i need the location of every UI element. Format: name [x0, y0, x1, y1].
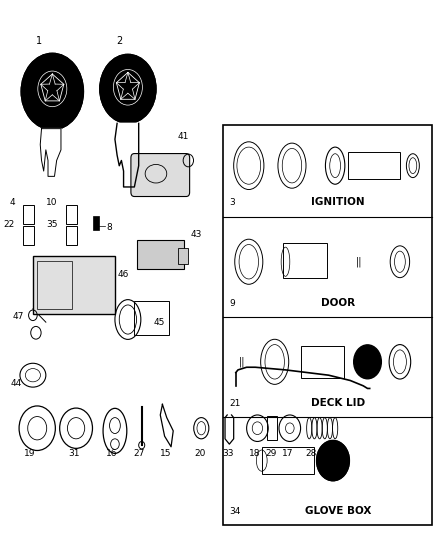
Text: 2: 2: [116, 36, 122, 46]
Text: 21: 21: [230, 399, 241, 408]
Text: 33: 33: [223, 449, 234, 458]
Text: 31: 31: [68, 449, 80, 458]
Bar: [66, 226, 78, 245]
Text: GLOVE BOX: GLOVE BOX: [305, 506, 371, 516]
Text: 41: 41: [177, 132, 189, 141]
Text: 19: 19: [24, 449, 35, 458]
Text: DECK LID: DECK LID: [311, 398, 365, 408]
Bar: [37, 261, 72, 309]
Circle shape: [354, 345, 381, 379]
Text: ||: ||: [239, 357, 246, 367]
Text: 8: 8: [106, 223, 112, 232]
Text: 27: 27: [133, 449, 145, 458]
Text: ||: ||: [356, 256, 362, 267]
Bar: [267, 416, 277, 440]
Text: 34: 34: [230, 507, 241, 516]
Text: 47: 47: [13, 312, 24, 321]
Bar: [223, 125, 432, 525]
Text: 17: 17: [282, 449, 293, 458]
Text: 4: 4: [9, 198, 15, 207]
Bar: [177, 248, 188, 264]
Bar: [283, 243, 326, 278]
Text: 1: 1: [36, 36, 42, 46]
Polygon shape: [40, 128, 61, 176]
Text: IGNITION: IGNITION: [311, 197, 365, 207]
Text: 3: 3: [230, 198, 235, 207]
Text: 15: 15: [160, 449, 172, 458]
Circle shape: [317, 440, 350, 481]
Bar: [33, 256, 115, 314]
Text: 43: 43: [191, 230, 202, 239]
Text: 20: 20: [195, 449, 206, 458]
Text: 44: 44: [11, 378, 22, 387]
Bar: [66, 205, 78, 224]
Text: 22: 22: [4, 220, 15, 229]
Bar: [300, 346, 344, 378]
Bar: [262, 447, 314, 474]
Circle shape: [21, 53, 83, 130]
Text: 28: 28: [306, 449, 317, 458]
Circle shape: [100, 54, 156, 123]
Text: 18: 18: [249, 449, 260, 458]
Text: DOOR: DOOR: [321, 297, 355, 308]
Bar: [137, 240, 184, 269]
Text: 16: 16: [106, 449, 118, 458]
Text: 9: 9: [230, 298, 235, 308]
Bar: [23, 226, 34, 245]
Text: 46: 46: [117, 270, 128, 279]
Text: 10: 10: [46, 198, 58, 207]
Text: 45: 45: [154, 318, 165, 327]
FancyBboxPatch shape: [131, 154, 190, 197]
Bar: [93, 216, 99, 230]
Bar: [23, 205, 34, 224]
Bar: [134, 301, 169, 335]
Text: 40: 40: [370, 366, 381, 374]
Polygon shape: [115, 123, 139, 187]
Text: 35: 35: [46, 220, 58, 229]
Bar: [348, 152, 400, 179]
Text: 29: 29: [265, 449, 277, 458]
